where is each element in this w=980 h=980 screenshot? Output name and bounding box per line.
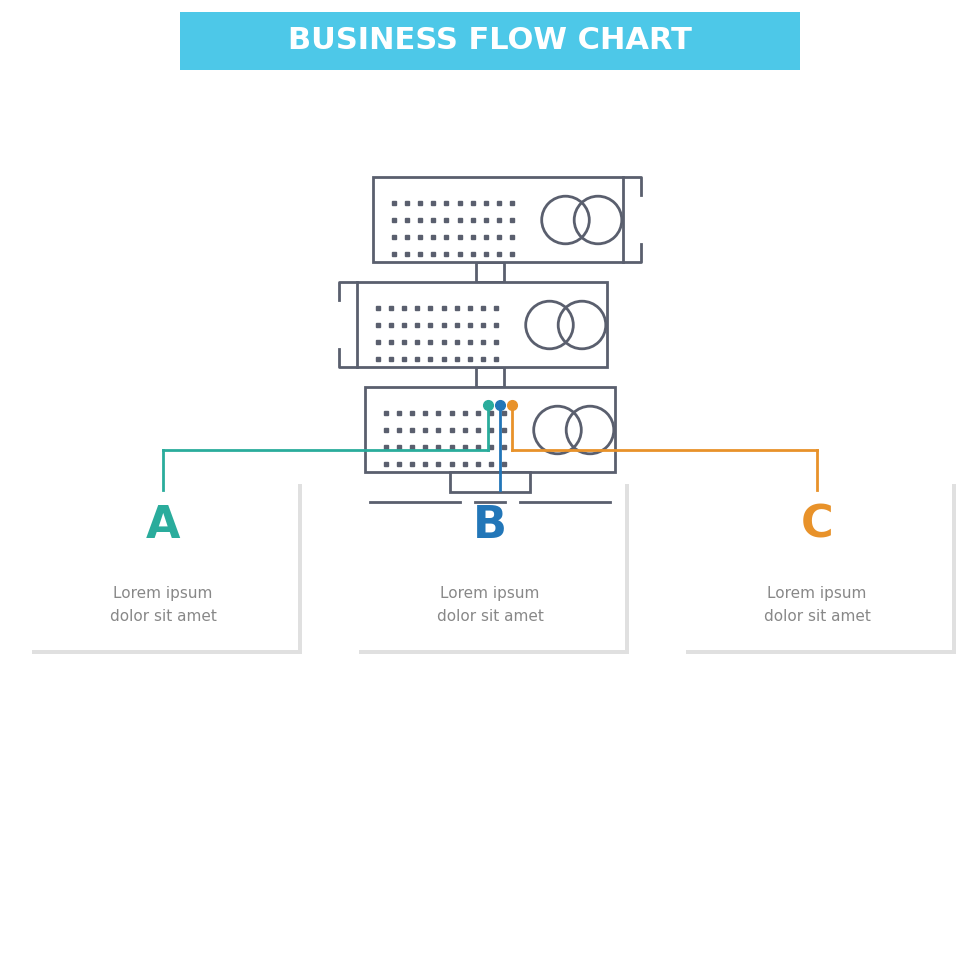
Text: Lorem ipsum
dolor sit amet: Lorem ipsum dolor sit amet [436,586,544,623]
Text: C: C [801,504,833,547]
FancyBboxPatch shape [355,480,625,650]
Bar [476,368,504,387]
Text: Lorem ipsum
dolor sit amet: Lorem ipsum dolor sit amet [763,586,870,623]
FancyBboxPatch shape [28,480,298,650]
Text: B: B [473,504,507,547]
Bar [373,177,623,263]
FancyBboxPatch shape [686,484,956,654]
FancyBboxPatch shape [359,484,629,654]
FancyBboxPatch shape [180,12,800,70]
Bar [365,387,615,472]
Bar [357,282,607,368]
Text: BUSINESS FLOW CHART: BUSINESS FLOW CHART [288,26,692,56]
Text: A: A [146,504,180,547]
Bar [450,472,530,493]
FancyBboxPatch shape [32,484,302,654]
Bar [476,263,504,282]
FancyBboxPatch shape [682,480,952,650]
Text: Lorem ipsum
dolor sit amet: Lorem ipsum dolor sit amet [110,586,217,623]
